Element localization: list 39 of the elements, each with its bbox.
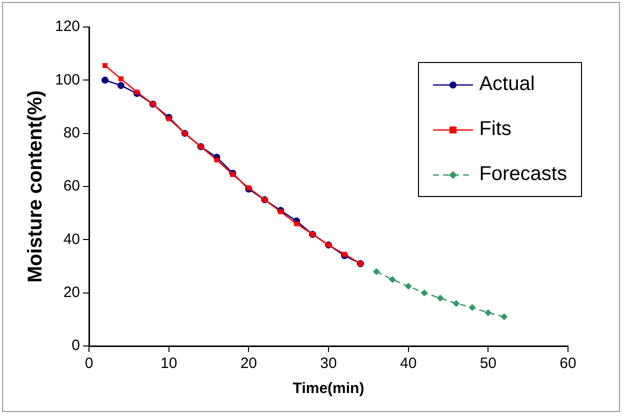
legend-label: Forecasts — [479, 163, 567, 186]
point — [117, 82, 124, 89]
point — [342, 252, 347, 257]
point — [166, 116, 172, 122]
x-axis-title: Time(min) — [292, 380, 364, 398]
point — [420, 289, 428, 296]
point — [452, 300, 460, 307]
y-tick-label: 80 — [63, 124, 80, 142]
x-tick-label: 40 — [400, 355, 417, 372]
y-tick-label: 0 — [72, 337, 80, 354]
point — [102, 63, 108, 68]
point — [484, 309, 492, 316]
point — [372, 268, 380, 276]
x-tick-label: 60 — [560, 355, 576, 372]
point — [294, 221, 300, 226]
y-tick-label: 100 — [54, 71, 80, 88]
x-tick-label: 50 — [480, 355, 497, 372]
y-tick-label: 120 — [54, 18, 80, 36]
point — [101, 76, 108, 84]
point — [230, 172, 236, 178]
point — [404, 282, 412, 290]
point — [278, 209, 284, 214]
y-tick-label: 60 — [63, 178, 80, 195]
x-tick-label: 0 — [84, 355, 94, 372]
legend-label: Actual — [479, 73, 535, 96]
point — [436, 294, 444, 302]
point — [388, 276, 396, 284]
point — [246, 185, 252, 190]
point — [214, 157, 220, 162]
y-tick-label: 20 — [63, 284, 80, 301]
point — [468, 304, 476, 311]
point — [118, 76, 124, 82]
y-axis-title: Moisture content(%) — [24, 90, 47, 283]
y-tick-label: 40 — [63, 230, 80, 248]
x-tick-label: 30 — [320, 355, 337, 372]
legend-label: Fits — [479, 118, 512, 141]
x-tick-label: 10 — [160, 355, 178, 372]
x-tick-label: 20 — [240, 355, 258, 372]
point — [500, 313, 508, 320]
